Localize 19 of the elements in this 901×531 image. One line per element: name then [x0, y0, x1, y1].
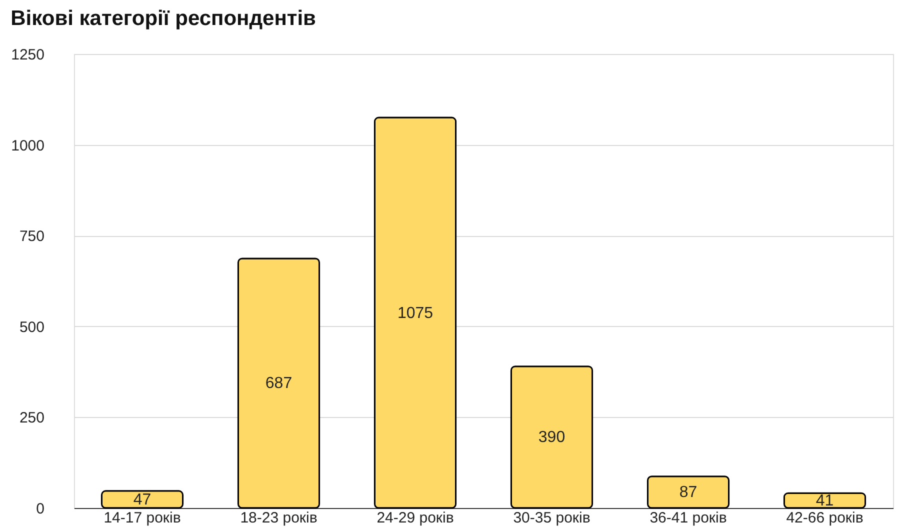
data-label: 390: [538, 429, 566, 446]
data-label: 687: [265, 375, 292, 392]
y-tick-label: 0: [36, 500, 44, 518]
x-tick-label: 14-17 років: [104, 510, 181, 526]
data-label: 41: [816, 492, 834, 510]
y-tick-label: 500: [19, 318, 44, 336]
x-tick-label: 18-23 років: [240, 510, 318, 526]
data-label: 87: [679, 484, 698, 502]
chart-title: Вікові категорії респондентів: [10, 7, 316, 30]
y-tick-label: 250: [19, 410, 44, 427]
x-tick-label: 42-66 років: [786, 510, 864, 526]
y-tick-label: 750: [19, 228, 44, 246]
x-tick-label: 24-29 років: [376, 510, 454, 526]
x-tick-label: 30-35 років: [513, 510, 590, 526]
y-tick-label: 1000: [11, 137, 44, 154]
y-tick-label: 1250: [11, 46, 44, 64]
x-tick-label: 36-41 років: [650, 510, 727, 526]
data-label: 47: [133, 491, 152, 508]
data-label: 1075: [397, 304, 434, 322]
